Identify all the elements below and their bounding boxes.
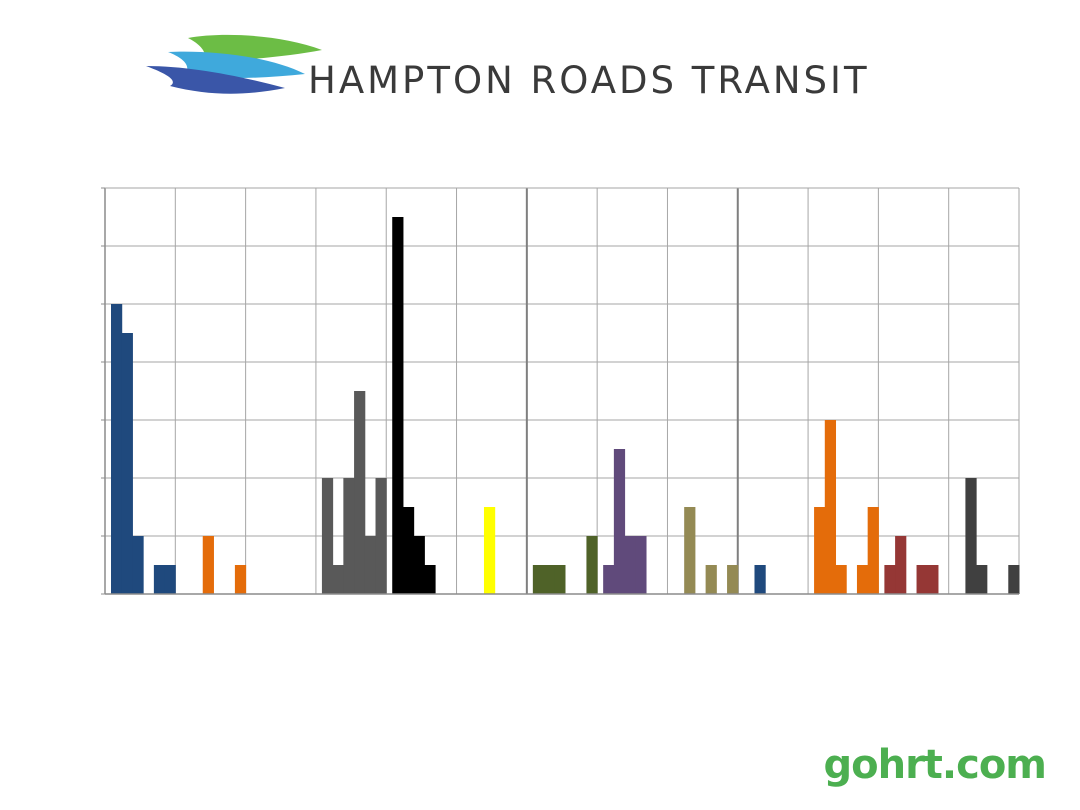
chart-bars (111, 217, 1020, 594)
bar (754, 565, 766, 594)
bar (856, 565, 869, 594)
bar (132, 536, 144, 594)
bar (965, 478, 977, 594)
bar (824, 420, 837, 594)
bar (586, 536, 598, 594)
bar (814, 507, 826, 594)
bar (684, 507, 696, 594)
chart-grid (105, 187, 1020, 594)
bar (613, 449, 626, 594)
bar (635, 536, 647, 594)
bar (111, 304, 123, 594)
bar (532, 565, 545, 594)
bar (121, 333, 133, 594)
bar (927, 565, 939, 594)
bar (153, 565, 166, 594)
bar (543, 565, 555, 594)
bar (624, 536, 636, 594)
bar (413, 536, 425, 594)
bar (1008, 565, 1020, 594)
bar (603, 565, 615, 594)
bar (343, 478, 355, 594)
bar (402, 507, 415, 594)
bar (727, 565, 739, 594)
bar (364, 536, 377, 594)
bar (835, 565, 847, 594)
chart-axes (101, 187, 1019, 595)
brand-name: HAMPTON ROADS TRANSIT (308, 59, 870, 102)
bar (375, 478, 387, 594)
bar (321, 478, 334, 594)
bar (884, 565, 896, 594)
bar (554, 565, 566, 594)
bar (895, 536, 907, 594)
bar (867, 507, 879, 594)
bar (976, 565, 988, 594)
bar (705, 565, 717, 594)
website-mark: gohrt.com (823, 742, 1047, 788)
bar (202, 536, 214, 594)
bar (392, 217, 404, 594)
bar (234, 565, 247, 594)
hrt-logo-swoosh (146, 34, 322, 94)
bar (424, 565, 436, 594)
bar (916, 565, 928, 594)
logo-swoosh-navy (146, 66, 285, 94)
bar (354, 391, 366, 594)
bar (164, 565, 176, 594)
bar (483, 507, 496, 594)
bar (332, 565, 344, 594)
